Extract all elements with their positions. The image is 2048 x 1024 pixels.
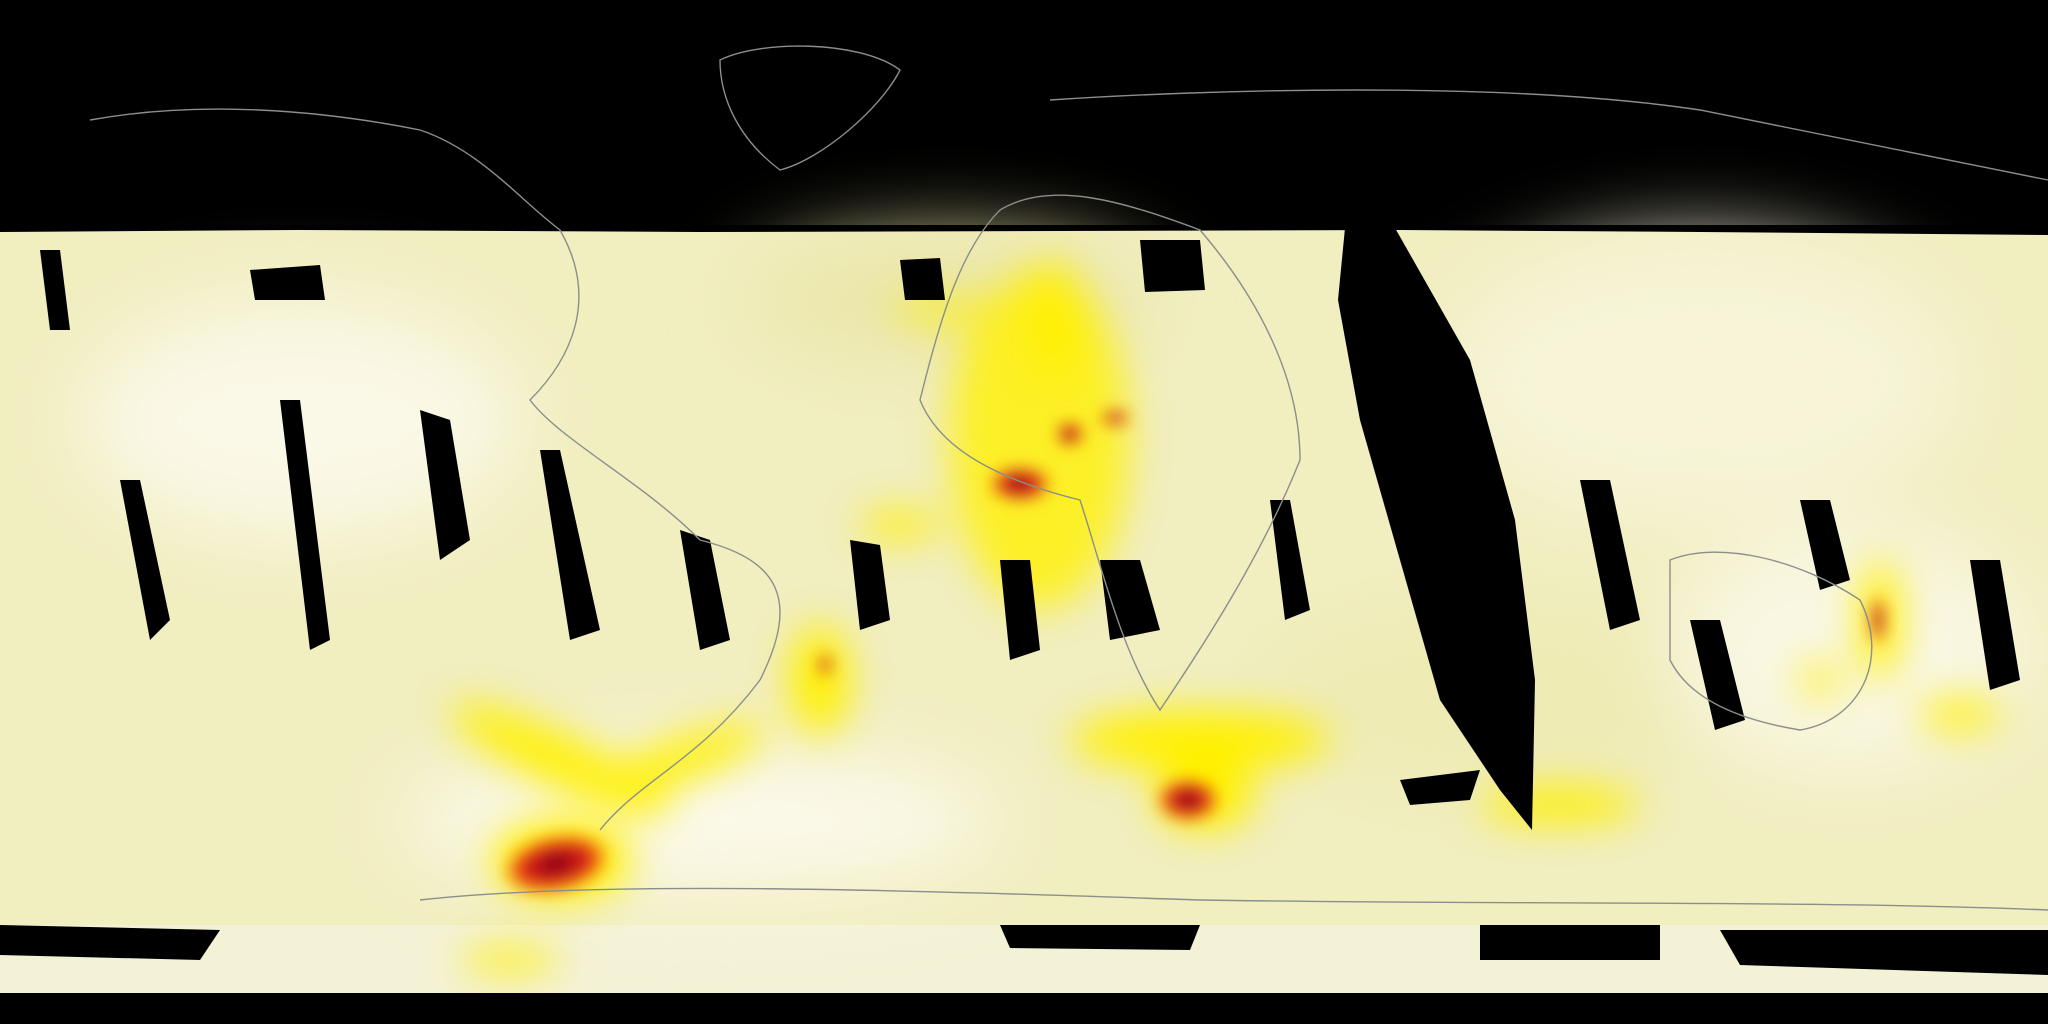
data-gaps	[0, 225, 2048, 1024]
yellow-plumes	[450, 260, 2000, 972]
hot-spots	[500, 411, 1885, 896]
coastlines	[89, 45, 2048, 911]
